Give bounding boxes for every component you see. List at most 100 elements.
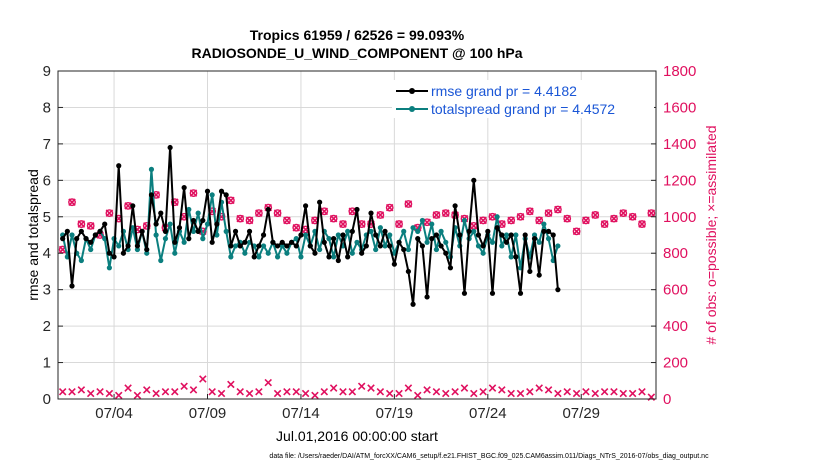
obs-assimilated-point xyxy=(114,391,123,400)
totalspread-point xyxy=(424,239,430,245)
rmse-point xyxy=(401,246,407,253)
obs-assimilated-point xyxy=(413,391,422,400)
rmse-point xyxy=(162,228,169,234)
rmse-point xyxy=(452,203,458,209)
obs-possible-cross xyxy=(189,189,198,197)
obs-assimilated-point xyxy=(217,389,226,398)
obs-assimilated-point xyxy=(171,387,179,396)
totalspread-point xyxy=(405,246,411,253)
rmse-point xyxy=(555,287,561,293)
obs-possible-point xyxy=(535,216,544,225)
legend-box xyxy=(392,80,654,118)
rmse-point xyxy=(545,228,552,234)
y-right-tick-label: 1400 xyxy=(663,136,696,153)
obs-assimilated-point xyxy=(208,387,216,396)
obs-assimilated-point xyxy=(180,382,188,391)
totalspread-point xyxy=(284,250,290,256)
totalspread-point xyxy=(471,228,477,234)
chart-title: Tropics 61959 / 62526 = 99.093% xyxy=(250,27,465,43)
obs-possible-point xyxy=(600,220,609,228)
obs-possible-cross xyxy=(563,214,571,223)
x-tick-label: 07/14 xyxy=(282,405,320,422)
rmse-point xyxy=(218,188,225,194)
obs-possible-point xyxy=(273,209,282,218)
obs-assimilated-point xyxy=(264,378,272,387)
obs-assimilated-point xyxy=(311,391,319,400)
obs-assimilated-point xyxy=(516,389,525,398)
obs-possible-point xyxy=(189,189,198,197)
legend-spread-marker xyxy=(409,106,415,112)
rmse-point xyxy=(410,301,416,307)
obs-possible-point xyxy=(563,214,572,223)
rmse-point xyxy=(97,228,103,234)
y-right-tick-label: 1800 xyxy=(663,63,696,80)
totalspread-point xyxy=(317,246,323,253)
obs-assimilated-point xyxy=(385,389,394,398)
rmse-point xyxy=(88,239,94,245)
obs-possible-cross xyxy=(255,209,263,217)
rmse-point xyxy=(274,243,281,249)
rmse-point xyxy=(480,243,486,249)
obs-possible-point xyxy=(638,220,646,228)
obs-possible-cross xyxy=(638,220,646,228)
obs-assimilated-point xyxy=(58,387,67,396)
totalspread-point xyxy=(401,228,407,234)
rmse-point xyxy=(340,232,346,238)
legend: rmse grand pr = 4.4182 totalspread grand… xyxy=(392,80,654,118)
totalspread-point xyxy=(326,236,332,242)
rmse-point xyxy=(396,239,402,245)
rmse-point xyxy=(331,236,337,242)
obs-possible-cross xyxy=(554,205,562,214)
obs-possible-point xyxy=(553,205,562,214)
obs-possible-point xyxy=(329,214,338,223)
rmse-point xyxy=(363,243,369,249)
obs-assimilated-point xyxy=(610,387,618,396)
obs-assimilated-point xyxy=(367,384,375,392)
rmse-point xyxy=(303,203,309,209)
y-right-tick-label: 400 xyxy=(663,318,688,335)
obs-assimilated-point xyxy=(451,387,459,396)
obs-possible-cross xyxy=(544,209,553,217)
rmse-point xyxy=(405,268,411,275)
obs-possible-cross xyxy=(591,211,600,219)
obs-assimilated-point xyxy=(86,389,95,398)
rmse-point xyxy=(531,236,538,242)
totalspread-point xyxy=(354,239,360,245)
rmse-point xyxy=(503,239,510,245)
rmse-point xyxy=(214,221,220,227)
legend-rmse-marker xyxy=(409,88,415,94)
rmse-point xyxy=(359,250,365,256)
obs-possible-cross xyxy=(329,214,338,223)
obs-assimilated-point xyxy=(432,387,441,396)
obs-assimilated-point xyxy=(619,389,628,398)
obs-possible-cross xyxy=(124,202,132,210)
obs-possible-point xyxy=(292,223,301,232)
obs-possible-cross xyxy=(339,220,347,228)
obs-possible-point xyxy=(376,211,385,219)
obs-assimilated-point xyxy=(329,384,338,392)
obs-possible-point xyxy=(572,227,581,236)
obs-possible-cross xyxy=(507,216,515,225)
rmse-point xyxy=(349,228,355,234)
obs-assimilated-point xyxy=(526,387,534,396)
totalspread-point xyxy=(279,243,285,249)
obs-assimilated-point xyxy=(479,387,487,396)
obs-possible-cross xyxy=(86,222,95,230)
y-right-tick-label: 0 xyxy=(663,391,671,408)
rmse-point xyxy=(475,232,482,238)
rmse-point xyxy=(447,265,454,271)
obs-possible-cross xyxy=(610,214,618,223)
rmse-point xyxy=(443,250,449,256)
rmse-point xyxy=(74,236,80,242)
obs-possible-cross xyxy=(283,216,291,225)
rmse-point xyxy=(494,225,500,231)
totalspread-point xyxy=(494,214,500,220)
rmse-point xyxy=(92,232,98,238)
rmse-point xyxy=(527,268,533,275)
obs-possible-point xyxy=(507,216,516,225)
obs-assimilated-point xyxy=(470,389,478,398)
obs-assimilated-point xyxy=(404,384,413,392)
x-tick-label: 07/29 xyxy=(562,405,600,422)
data-file-footnote: data file: /Users/raeder/DAI/ATM_forcXX/… xyxy=(269,453,709,460)
